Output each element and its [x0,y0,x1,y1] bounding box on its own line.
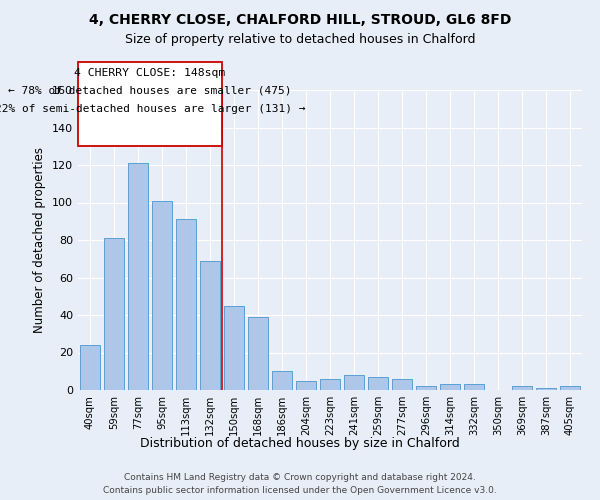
Bar [128,163,148,390]
Bar [248,317,268,390]
Bar [224,306,244,390]
Bar [536,388,556,390]
Bar [560,386,580,390]
Y-axis label: Number of detached properties: Number of detached properties [34,147,46,333]
Bar [296,380,316,390]
Text: Distribution of detached houses by size in Chalford: Distribution of detached houses by size … [140,438,460,450]
Bar [152,200,172,390]
Bar [104,238,124,390]
Text: 4 CHERRY CLOSE: 148sqm: 4 CHERRY CLOSE: 148sqm [74,68,226,78]
Bar [200,260,220,390]
Bar [320,379,340,390]
Text: Contains HM Land Registry data © Crown copyright and database right 2024.: Contains HM Land Registry data © Crown c… [124,472,476,482]
Text: 4, CHERRY CLOSE, CHALFORD HILL, STROUD, GL6 8FD: 4, CHERRY CLOSE, CHALFORD HILL, STROUD, … [89,12,511,26]
Bar [392,379,412,390]
Bar [440,384,460,390]
Text: Size of property relative to detached houses in Chalford: Size of property relative to detached ho… [125,32,475,46]
Bar [176,220,196,390]
Bar [368,377,388,390]
Bar [464,384,484,390]
Bar [416,386,436,390]
Bar [272,371,292,390]
Bar [344,375,364,390]
FancyBboxPatch shape [78,62,222,146]
Text: Contains public sector information licensed under the Open Government Licence v3: Contains public sector information licen… [103,486,497,495]
Bar [80,345,100,390]
Bar [512,386,532,390]
Text: ← 78% of detached houses are smaller (475): ← 78% of detached houses are smaller (47… [8,86,292,96]
Text: 22% of semi-detached houses are larger (131) →: 22% of semi-detached houses are larger (… [0,104,305,114]
